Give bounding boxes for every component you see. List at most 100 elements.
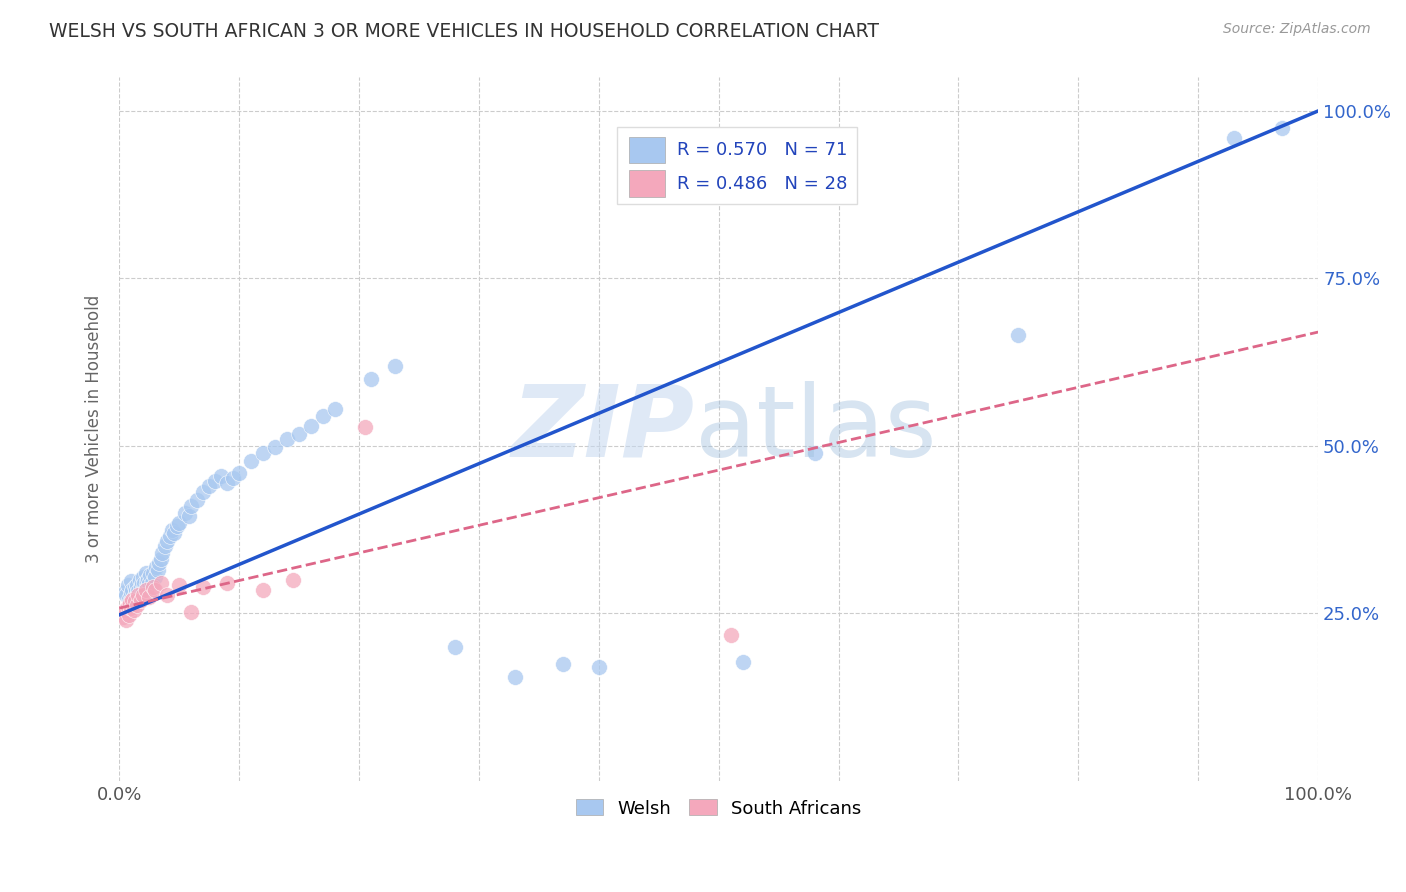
Point: [135, 566, 157, 581]
Point: [803, 445, 825, 459]
Point: [125, 582, 148, 597]
Point: [264, 440, 287, 454]
Point: [503, 670, 526, 684]
Point: [180, 605, 202, 619]
Point: [167, 516, 190, 530]
Point: [222, 471, 245, 485]
Point: [124, 580, 146, 594]
Text: atlas: atlas: [695, 381, 936, 478]
Point: [312, 409, 335, 423]
Point: [121, 582, 143, 597]
Point: [142, 580, 165, 594]
Point: [120, 601, 142, 615]
Point: [276, 432, 298, 446]
Point: [135, 574, 157, 589]
Point: [143, 582, 166, 597]
Point: [159, 529, 181, 543]
Point: [128, 573, 150, 587]
Bar: [628, 136, 665, 163]
Point: [139, 567, 162, 582]
Point: [120, 596, 142, 610]
Point: [134, 576, 156, 591]
Point: [193, 580, 215, 594]
Point: [135, 581, 157, 595]
Point: [132, 588, 155, 602]
Point: [252, 445, 274, 459]
Text: WELSH VS SOUTH AFRICAN 3 OR MORE VEHICLES IN HOUSEHOLD CORRELATION CHART: WELSH VS SOUTH AFRICAN 3 OR MORE VEHICLE…: [49, 22, 879, 41]
Point: [127, 599, 149, 613]
Point: [150, 551, 173, 566]
Point: [252, 582, 274, 597]
Point: [118, 607, 141, 622]
Point: [121, 593, 143, 607]
Point: [588, 660, 610, 674]
Point: [323, 402, 346, 417]
Point: [152, 546, 174, 560]
Point: [122, 603, 145, 617]
Point: [114, 603, 136, 617]
Point: [131, 576, 153, 591]
Point: [193, 484, 215, 499]
Point: [142, 566, 165, 581]
Point: [180, 500, 202, 514]
Text: Source: ZipAtlas.com: Source: ZipAtlas.com: [1223, 22, 1371, 37]
Point: [1223, 130, 1246, 145]
Point: [156, 588, 179, 602]
Point: [217, 576, 239, 591]
Point: [141, 576, 163, 591]
Point: [120, 594, 142, 608]
Point: [186, 492, 208, 507]
Point: [114, 585, 136, 599]
Point: [136, 572, 159, 586]
Point: [1271, 120, 1294, 135]
Point: [127, 588, 149, 602]
Point: [124, 594, 146, 608]
Point: [127, 583, 149, 598]
Point: [731, 655, 754, 669]
Point: [143, 569, 166, 583]
Point: [360, 372, 382, 386]
Y-axis label: 3 or more Vehicles in Household: 3 or more Vehicles in Household: [86, 295, 103, 564]
Point: [198, 479, 221, 493]
Point: [111, 610, 134, 624]
Point: [132, 569, 155, 583]
Point: [209, 469, 232, 483]
Point: [132, 582, 155, 597]
Bar: [617, 127, 856, 204]
Point: [145, 559, 167, 574]
Point: [156, 534, 179, 549]
Point: [281, 573, 304, 587]
Point: [720, 628, 742, 642]
Point: [120, 586, 142, 600]
Point: [138, 590, 160, 604]
Point: [166, 519, 188, 533]
Point: [146, 563, 169, 577]
Point: [115, 588, 138, 602]
Point: [444, 640, 467, 654]
Legend: Welsh, South Africans: Welsh, South Africans: [569, 792, 869, 825]
Point: [384, 359, 406, 373]
Point: [167, 578, 190, 592]
Point: [120, 574, 142, 589]
Point: [354, 420, 377, 434]
Point: [135, 582, 157, 597]
Point: [174, 506, 197, 520]
Text: ZIP: ZIP: [512, 381, 695, 478]
Point: [177, 509, 200, 524]
Point: [1007, 328, 1029, 343]
Point: [160, 523, 183, 537]
Point: [118, 592, 141, 607]
Point: [127, 578, 149, 592]
Point: [240, 453, 263, 467]
Text: R = 0.570   N = 71: R = 0.570 N = 71: [676, 141, 848, 159]
Point: [150, 576, 173, 591]
Point: [122, 590, 145, 604]
Point: [217, 475, 239, 490]
Bar: [628, 170, 665, 197]
Point: [127, 588, 149, 602]
Point: [115, 613, 138, 627]
Point: [299, 418, 322, 433]
Point: [153, 540, 176, 554]
Point: [551, 657, 574, 671]
Point: [148, 556, 170, 570]
